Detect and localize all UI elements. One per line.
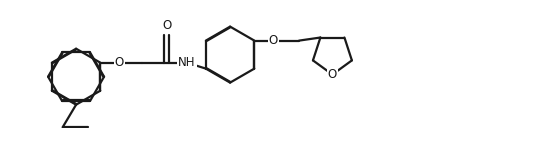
Text: O: O: [328, 68, 337, 81]
Text: NH: NH: [178, 56, 196, 69]
Text: O: O: [115, 56, 124, 69]
Text: O: O: [269, 34, 278, 47]
Text: O: O: [162, 18, 171, 32]
